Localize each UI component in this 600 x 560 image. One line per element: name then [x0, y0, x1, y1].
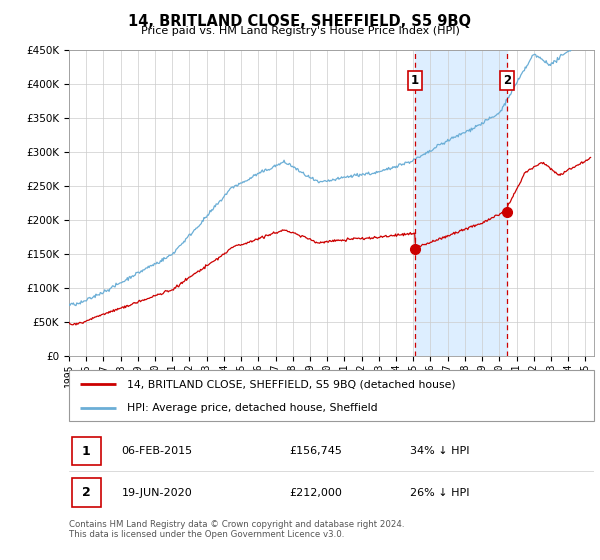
- Text: HPI: Average price, detached house, Sheffield: HPI: Average price, detached house, Shef…: [127, 403, 377, 413]
- Text: Price paid vs. HM Land Registry's House Price Index (HPI): Price paid vs. HM Land Registry's House …: [140, 26, 460, 36]
- Text: 2: 2: [503, 74, 511, 87]
- Text: 2: 2: [82, 486, 91, 499]
- Text: 34% ↓ HPI: 34% ↓ HPI: [410, 446, 470, 456]
- Text: Contains HM Land Registry data © Crown copyright and database right 2024.
This d: Contains HM Land Registry data © Crown c…: [69, 520, 404, 539]
- Bar: [415, 50, 507, 356]
- Text: 1: 1: [411, 74, 419, 87]
- FancyBboxPatch shape: [71, 478, 101, 507]
- Text: 14, BRITLAND CLOSE, SHEFFIELD, S5 9BQ (detached house): 14, BRITLAND CLOSE, SHEFFIELD, S5 9BQ (d…: [127, 379, 455, 389]
- Text: 1: 1: [82, 445, 91, 458]
- FancyBboxPatch shape: [69, 370, 594, 421]
- Text: £156,745: £156,745: [290, 446, 343, 456]
- Text: 26% ↓ HPI: 26% ↓ HPI: [410, 488, 470, 497]
- Text: 06-FEB-2015: 06-FEB-2015: [121, 446, 193, 456]
- Text: 19-JUN-2020: 19-JUN-2020: [121, 488, 192, 497]
- FancyBboxPatch shape: [71, 437, 101, 465]
- Text: £212,000: £212,000: [290, 488, 343, 497]
- Text: 14, BRITLAND CLOSE, SHEFFIELD, S5 9BQ: 14, BRITLAND CLOSE, SHEFFIELD, S5 9BQ: [128, 14, 472, 29]
